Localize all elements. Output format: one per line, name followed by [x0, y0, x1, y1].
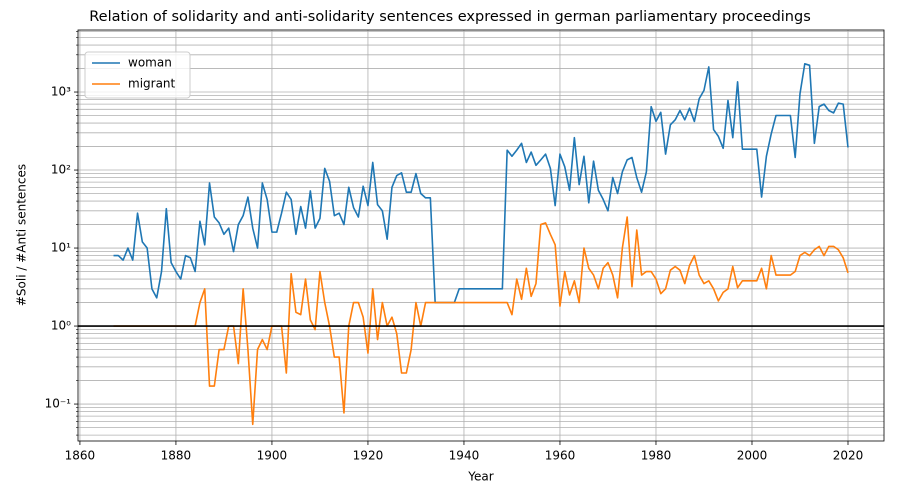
- y-tick-label: 10²: [51, 163, 71, 177]
- plot-frame: [77, 29, 885, 442]
- x-tick-label: 1920: [353, 449, 384, 463]
- x-tick-label: 1860: [65, 449, 96, 463]
- legend-label: migrant: [128, 77, 176, 91]
- x-tick-label: 1980: [641, 449, 672, 463]
- x-tick-label: 2000: [737, 449, 768, 463]
- plot-area: [113, 63, 849, 426]
- legend-label: woman: [128, 56, 172, 70]
- y-tick-label: 10³: [51, 85, 71, 99]
- chart-title: Relation of solidarity and anti-solidari…: [89, 9, 811, 25]
- y-tick-label: 10⁻¹: [45, 397, 72, 411]
- x-tick-label: 1940: [449, 449, 480, 463]
- x-tick-label: 1880: [161, 449, 192, 463]
- y-tick-label: 10¹: [51, 241, 71, 255]
- y-axis-label: #Soli / #Anti sentences: [15, 164, 29, 306]
- x-tick-label: 2020: [833, 449, 864, 463]
- y-tick-label: 10⁰: [51, 319, 71, 333]
- x-tick-label: 1960: [545, 449, 576, 463]
- series-line: [113, 216, 849, 426]
- series-line: [113, 63, 849, 304]
- x-axis-label: Year: [467, 470, 493, 484]
- x-tick-label: 1900: [257, 449, 288, 463]
